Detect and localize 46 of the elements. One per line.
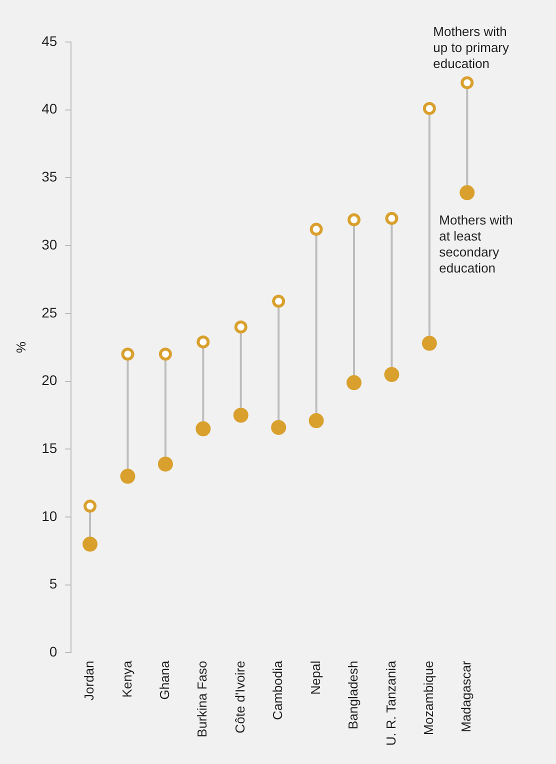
point [460,185,475,200]
x-tick-label: Nepal [308,660,323,695]
point [422,336,437,351]
x-tick-label: U. R. Tanzania [383,660,398,746]
x-tick-label: Madagascar [458,660,474,732]
point [348,213,361,226]
point [158,456,173,472]
y-tick-label: 40 [42,100,58,117]
point [460,76,474,90]
point [121,348,134,361]
y-tick-label: 10 [42,508,58,524]
point [422,102,436,116]
x-tick-label: Bangladesh [346,660,361,730]
y-tick-label: 25 [42,304,58,320]
x-tick-label: Mozambique [421,660,436,736]
point [120,468,136,484]
point [84,500,97,513]
x-tick-label: Burkina Faso [194,660,210,738]
point [272,294,286,308]
y-tick-label: 15 [42,440,58,456]
x-tick-label: Cambodia [270,660,286,720]
y-tick-label: 20 [42,372,58,388]
text: Mothers with at least secondary education [439,212,513,276]
y-tick-label: 0 [49,644,58,660]
y-tick-label: 35 [42,168,58,185]
y-tick-label: 5 [49,576,58,592]
y-tick-label: 45 [42,32,58,49]
point [310,222,323,236]
point [385,212,398,225]
text: Mothers with up to primary education [433,24,510,71]
x-tick-label: Ghana [157,660,172,700]
x-tick-label: Kenya [119,660,134,698]
point [346,375,362,390]
point [233,408,248,423]
x-tick-label: Jordan [82,660,97,700]
point [308,413,324,428]
y-axis-title: % [13,341,28,354]
point [158,348,172,361]
point [196,335,210,348]
point [271,420,286,435]
x-tick-label: Côte d'Ivoire [232,660,248,734]
point [82,536,98,552]
y-tick-label: 30 [42,236,58,252]
point [196,421,211,436]
point [384,367,400,382]
point [234,320,248,334]
